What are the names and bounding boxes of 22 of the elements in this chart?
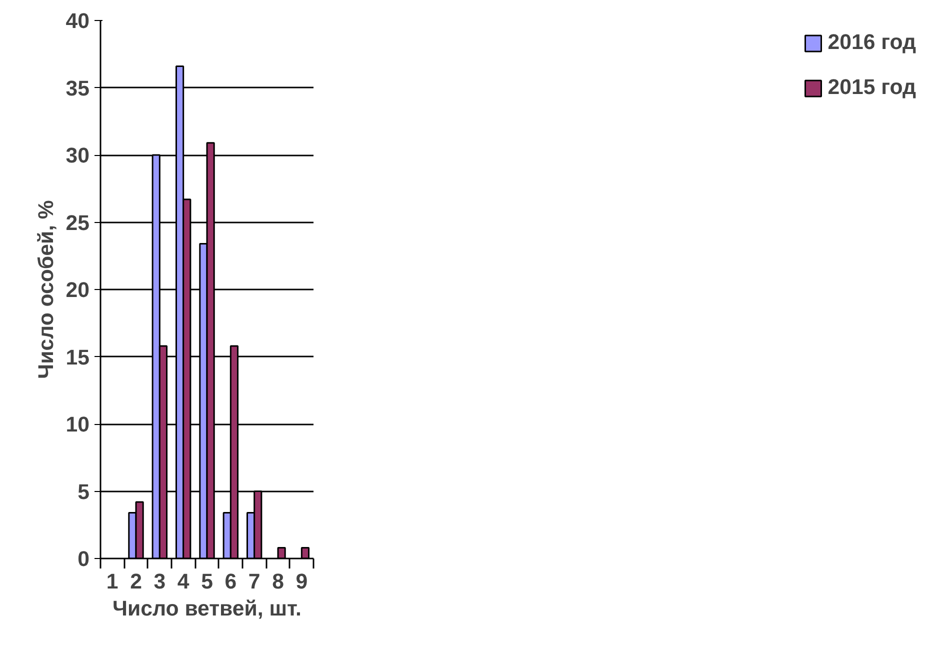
y-tick-label: 20 [66,278,90,302]
x-tick-label: 6 [224,570,237,594]
y-axis-title: Число особей, % [34,200,58,379]
legend-label: 2015 год [828,75,916,100]
x-tick-label: 3 [154,570,166,594]
y-tick-label: 0 [78,547,90,571]
legend-label: 2016 год [828,30,916,55]
y-tick-label: 40 [66,9,90,33]
x-tick-label: 2 [130,570,142,594]
x-tick-label: 7 [248,570,260,594]
x-tick-label: 1 [106,570,118,594]
x-tick-label: 9 [296,570,308,594]
x-axis-title: Число ветвей, шт. [112,596,302,620]
y-tick-label: 15 [66,345,90,370]
y-tick-label: 5 [78,480,90,504]
x-tick-label: 5 [201,570,214,594]
y-tick-label: 35 [66,76,90,100]
y-tick-label: 10 [66,412,90,436]
x-tick-label: 4 [177,570,190,594]
y-tick-label: 25 [66,210,90,235]
x-tick-label: 8 [272,570,284,594]
y-tick-label: 30 [66,144,90,168]
